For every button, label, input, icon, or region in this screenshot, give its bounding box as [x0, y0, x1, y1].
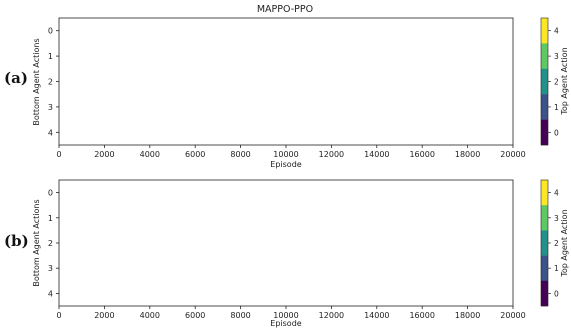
- colorbar-tick-label: 1: [554, 264, 559, 273]
- x-tick-label: 12000: [319, 150, 344, 159]
- y-tick-label: 3: [48, 264, 53, 273]
- colorbar-tick-label: 0: [554, 289, 559, 298]
- colorbar-segment: [541, 68, 548, 95]
- y-tick-label: 0: [48, 189, 53, 198]
- x-tick-label: 4000: [140, 311, 160, 320]
- colorbar-tick-label: 4: [554, 27, 559, 36]
- x-tick-label: 20000: [500, 311, 525, 320]
- colorbar-tick-label: 2: [554, 78, 559, 87]
- colorbar-segment: [541, 230, 548, 256]
- x-tick-label: 12000: [319, 311, 344, 320]
- y-tick-label: 1: [48, 214, 53, 223]
- colorbar-segment: [541, 119, 548, 146]
- y-axis-label-b: Bottom Agent Actions: [32, 199, 41, 286]
- x-tick-label: 6000: [185, 150, 205, 159]
- colorbar-tick-label: 2: [554, 239, 559, 248]
- x-tick-label: 16000: [409, 150, 434, 159]
- x-axis-label-b: Episode: [270, 319, 301, 328]
- y-tick-label: 4: [48, 289, 53, 298]
- figure-title: MAPPO-PPO: [257, 4, 313, 15]
- x-tick-label: 20000: [500, 150, 525, 159]
- colorbar-segment: [541, 255, 548, 281]
- colorbar-tick-label: 3: [554, 214, 559, 223]
- x-ticks-a: 0 2000 4000 6000 8000 10000 12000 14000 16000 180…: [56, 145, 526, 159]
- y-ticks-a: 0 1 2 3 4: [48, 27, 59, 137]
- plot-frame-b: [58, 179, 514, 307]
- x-tick-label: 4000: [140, 150, 160, 159]
- x-tick-label: 14000: [364, 311, 389, 320]
- colorbar-segment: [541, 280, 548, 307]
- plot-frame-a: [58, 17, 514, 146]
- y-tick-label: 2: [48, 78, 53, 87]
- panel-label-a: (a): [4, 69, 28, 87]
- colorbar-b: 0 1 2 3 4: [540, 179, 559, 307]
- colorbar-segment: [541, 94, 548, 120]
- colorbar-tick-label: 0: [554, 128, 559, 137]
- x-tick-label: 2000: [94, 311, 114, 320]
- y-tick-label: 0: [48, 27, 53, 36]
- colorbar-tick-label: 3: [554, 52, 559, 61]
- x-tick-label: 8000: [230, 150, 250, 159]
- colorbar-a: 0 1 2 3 4: [540, 17, 559, 146]
- x-ticks-b: 0 2000 4000 6000 8000 10000 12000 14000 16000 180…: [56, 306, 526, 320]
- y-tick-label: 1: [48, 52, 53, 61]
- x-axis-label-a: Episode: [270, 160, 301, 169]
- y-tick-label: 3: [48, 103, 53, 112]
- x-tick-label: 16000: [409, 311, 434, 320]
- y-axis-label-a: Bottom Agent Actions: [32, 38, 41, 125]
- x-tick-label: 8000: [230, 311, 250, 320]
- colorbar-label-b: Top Agent Action: [560, 209, 569, 277]
- colorbar-segment: [541, 43, 548, 69]
- x-tick-label: 10000: [273, 311, 298, 320]
- colorbar-segment: [541, 180, 548, 206]
- panel-label-b: (b): [4, 232, 29, 250]
- colorbar-tick-label: 4: [554, 189, 559, 198]
- x-tick-label: 10000: [273, 150, 298, 159]
- colorbar-tick-label: 1: [554, 103, 559, 112]
- x-tick-label: 18000: [455, 150, 480, 159]
- x-tick-label: 0: [56, 150, 61, 159]
- x-tick-label: 6000: [185, 311, 205, 320]
- x-tick-label: 14000: [364, 150, 389, 159]
- colorbar-segment: [541, 18, 548, 44]
- colorbar-segment: [541, 205, 548, 231]
- y-tick-label: 2: [48, 239, 53, 248]
- colorbar-label-a: Top Agent Action: [560, 47, 569, 115]
- y-tick-label: 4: [48, 128, 53, 137]
- x-tick-label: 2000: [94, 150, 114, 159]
- x-tick-label: 0: [56, 311, 61, 320]
- x-tick-label: 18000: [455, 311, 480, 320]
- y-ticks-b: 0 1 2 3 4: [48, 189, 59, 298]
